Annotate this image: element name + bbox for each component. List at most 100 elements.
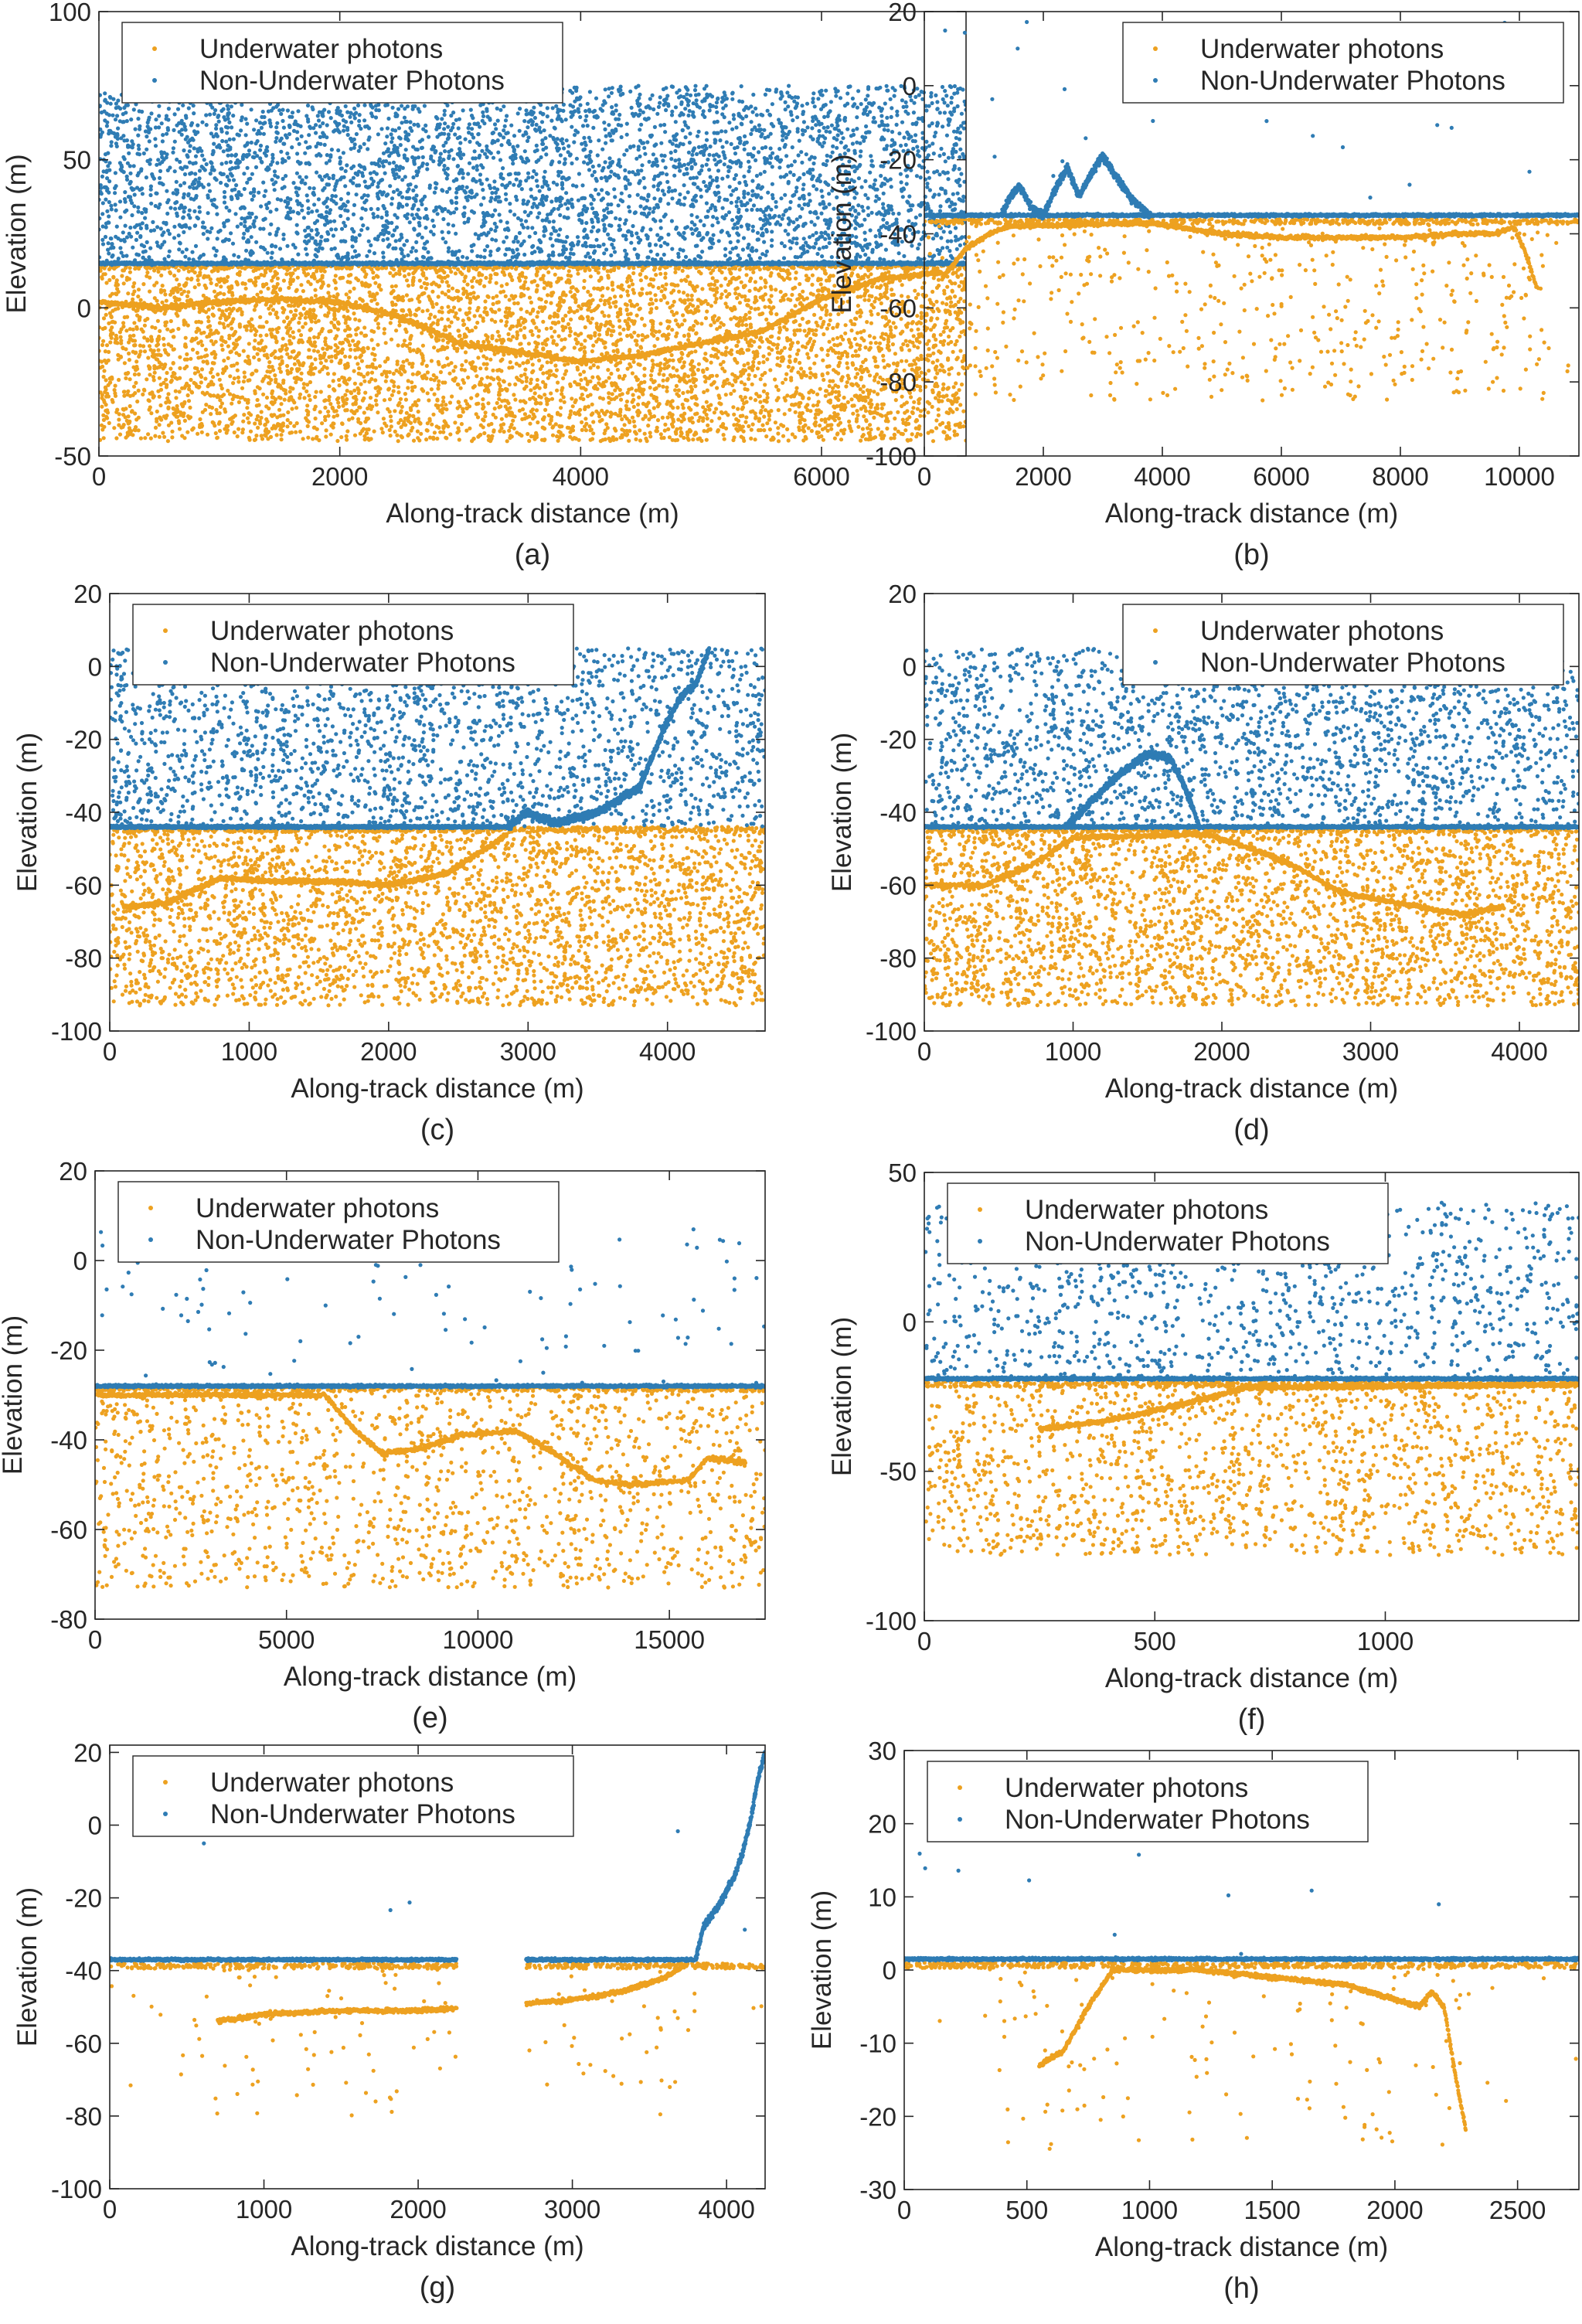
underwater-photon <box>254 302 259 308</box>
underwater-photon <box>332 409 337 413</box>
underwater-photon <box>790 292 794 298</box>
underwater-photon <box>507 366 512 370</box>
underwater-photon <box>623 302 628 307</box>
underwater-photon <box>249 324 253 329</box>
underwater-photon <box>747 373 751 377</box>
underwater-photon <box>534 325 539 330</box>
underwater-photon <box>761 354 766 359</box>
underwater-photon <box>326 311 331 315</box>
underwater-photon <box>815 403 820 407</box>
underwater-photon <box>441 399 446 404</box>
underwater-photon <box>638 345 644 350</box>
underwater-photon <box>493 271 498 276</box>
underwater-photon <box>447 371 452 376</box>
underwater-photon <box>739 380 744 385</box>
underwater-photon <box>558 398 563 403</box>
underwater-photon <box>900 417 905 422</box>
underwater-photon <box>931 334 936 339</box>
underwater-photon <box>155 409 159 414</box>
underwater-photon <box>801 289 805 294</box>
underwater-photon <box>615 311 621 315</box>
underwater-photon <box>155 337 160 342</box>
underwater-photon <box>888 325 893 329</box>
underwater-photon <box>315 335 321 340</box>
underwater-photon <box>110 397 114 403</box>
underwater-photon <box>432 345 437 350</box>
underwater-photon <box>728 270 733 274</box>
underwater-photon <box>117 432 123 437</box>
underwater-photon <box>751 359 756 365</box>
underwater-photon <box>370 404 375 409</box>
underwater-photon <box>514 362 519 366</box>
underwater-photon <box>747 376 751 381</box>
underwater-photon <box>549 325 553 331</box>
underwater-photon <box>230 421 234 427</box>
underwater-photon <box>895 363 900 368</box>
underwater-photon <box>175 289 180 294</box>
underwater-photon <box>511 296 515 301</box>
underwater-photon <box>277 287 283 291</box>
underwater-photon <box>403 397 409 402</box>
underwater-photon <box>141 344 146 349</box>
underwater-photon <box>468 426 472 430</box>
underwater-photon <box>787 271 791 276</box>
underwater-photon <box>761 389 767 393</box>
underwater-photon <box>133 391 138 396</box>
underwater-photon <box>610 411 614 417</box>
underwater-photon <box>318 410 322 414</box>
underwater-photon <box>624 433 629 437</box>
underwater-photon <box>345 382 349 386</box>
underwater-photon <box>363 333 369 338</box>
underwater-photon <box>215 394 219 400</box>
underwater-photon <box>142 335 147 340</box>
underwater-photon <box>275 315 280 320</box>
underwater-photon <box>625 390 630 395</box>
underwater-photon <box>352 311 356 316</box>
underwater-photon <box>706 423 710 427</box>
underwater-photon <box>117 412 121 417</box>
underwater-photon <box>192 371 197 376</box>
underwater-photon <box>240 386 245 390</box>
underwater-photon <box>131 297 135 301</box>
underwater-photon <box>652 277 656 282</box>
underwater-photon <box>604 321 609 325</box>
underwater-photon <box>114 333 118 338</box>
underwater-photon <box>590 349 595 354</box>
underwater-photon <box>763 408 768 413</box>
underwater-photon <box>101 339 106 343</box>
underwater-photon <box>218 291 223 295</box>
underwater-photon <box>716 349 721 354</box>
underwater-photon <box>455 295 461 300</box>
underwater-photon <box>660 415 665 420</box>
underwater-photon <box>836 423 841 427</box>
underwater-photon <box>227 392 233 396</box>
underwater-photon <box>365 417 369 422</box>
underwater-photon <box>617 332 622 336</box>
underwater-photon <box>535 283 540 288</box>
underwater-photon <box>449 270 454 274</box>
underwater-photon <box>273 270 277 274</box>
underwater-photon <box>851 411 856 416</box>
underwater-photon <box>917 424 922 429</box>
underwater-photon <box>930 289 935 294</box>
underwater-photon <box>520 417 525 422</box>
underwater-photon <box>103 325 107 330</box>
underwater-photon <box>206 325 210 329</box>
underwater-photon <box>438 369 444 375</box>
underwater-photon <box>270 308 276 312</box>
underwater-photon <box>732 315 737 320</box>
underwater-photon <box>943 322 948 326</box>
underwater-photon <box>171 361 175 366</box>
underwater-photon <box>541 319 546 324</box>
underwater-photon <box>138 349 143 354</box>
underwater-photon <box>233 413 237 418</box>
underwater-photon <box>662 428 667 433</box>
underwater-photon <box>324 434 328 439</box>
underwater-photon <box>268 268 273 273</box>
underwater-photon <box>867 373 873 378</box>
underwater-photon <box>946 356 951 361</box>
underwater-photon <box>760 404 765 410</box>
underwater-photon <box>918 413 923 418</box>
underwater-photon <box>711 268 716 273</box>
underwater-photon <box>165 327 170 332</box>
